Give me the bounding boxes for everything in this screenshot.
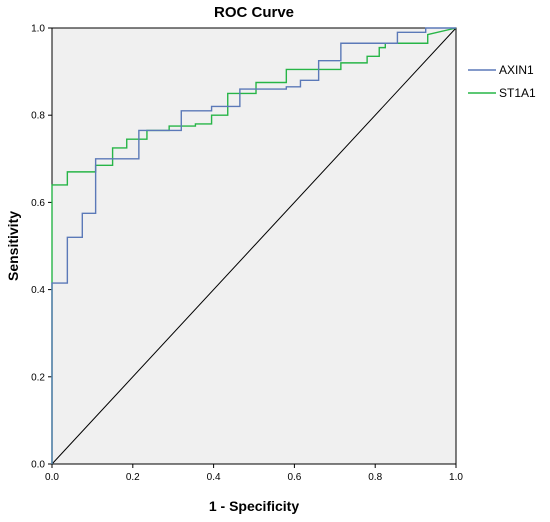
y-axis-ticks: 0.0 0.2 0.4 0.6 0.8 1.0 <box>31 24 52 471</box>
y-axis-label: Sensitivity <box>5 211 21 281</box>
legend-label-st1a1: ST1A1 <box>499 86 536 100</box>
x-tick-label: 0.4 <box>207 472 221 483</box>
series-line-st1a1 <box>51 27 457 464</box>
legend: AXIN1 ST1A1 <box>468 63 536 100</box>
x-axis-ticks: 0.0 0.2 0.4 0.6 0.8 1.0 <box>45 464 463 483</box>
y-tick-label: 0.6 <box>31 198 45 209</box>
y-tick-label: 0.4 <box>31 285 45 296</box>
y-tick-label: 0.0 <box>31 460 45 471</box>
x-tick-label: 0.2 <box>126 472 140 483</box>
reference-diagonal-line <box>51 27 457 465</box>
y-tick-label: 0.8 <box>31 111 45 122</box>
series-line-axin1 <box>51 27 456 464</box>
x-tick-label: 0.0 <box>45 472 59 483</box>
x-axis-label: 1 - Specificity <box>209 498 299 514</box>
y-tick-label: 1.0 <box>31 24 45 35</box>
x-tick-label: 0.8 <box>368 472 382 483</box>
series-lines <box>51 27 457 465</box>
x-tick-label: 0.6 <box>287 472 301 483</box>
legend-label-axin1: AXIN1 <box>499 63 534 77</box>
y-tick-label: 0.2 <box>31 372 45 383</box>
x-tick-label: 1.0 <box>449 472 463 483</box>
chart-title: ROC Curve <box>214 4 294 21</box>
